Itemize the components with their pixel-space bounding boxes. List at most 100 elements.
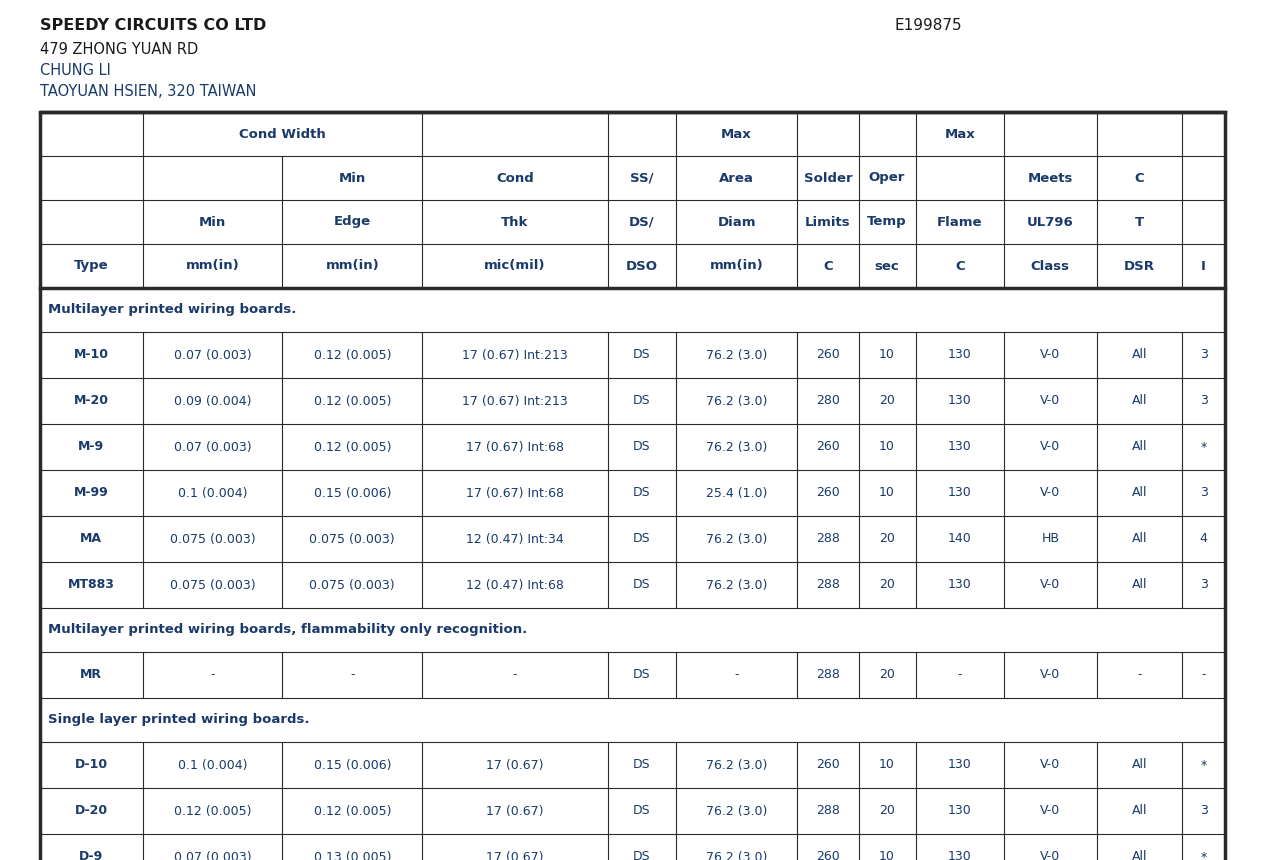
Text: 20: 20 xyxy=(879,804,894,818)
Text: 140: 140 xyxy=(947,532,972,545)
Text: C: C xyxy=(824,260,832,273)
Text: 0.09 (0.004): 0.09 (0.004) xyxy=(173,395,252,408)
Text: 260: 260 xyxy=(816,851,840,860)
Text: V-0: V-0 xyxy=(1040,440,1060,453)
Text: All: All xyxy=(1132,440,1147,453)
Text: 3: 3 xyxy=(1199,804,1208,818)
Text: 20: 20 xyxy=(879,532,894,545)
Text: C: C xyxy=(1135,171,1145,185)
Text: 4: 4 xyxy=(1199,532,1208,545)
Text: 12 (0.47) Int:34: 12 (0.47) Int:34 xyxy=(466,532,564,545)
Text: SPEEDY CIRCUITS CO LTD: SPEEDY CIRCUITS CO LTD xyxy=(40,18,267,33)
Text: mm(in): mm(in) xyxy=(710,260,764,273)
Text: E199875: E199875 xyxy=(896,18,963,33)
Text: 76.2 (3.0): 76.2 (3.0) xyxy=(706,440,768,453)
Text: All: All xyxy=(1132,395,1147,408)
Text: 0.12 (0.005): 0.12 (0.005) xyxy=(314,348,391,361)
Text: 17 (0.67): 17 (0.67) xyxy=(486,851,544,860)
Text: DS: DS xyxy=(632,579,650,592)
Text: 17 (0.67): 17 (0.67) xyxy=(486,759,544,771)
Text: DS/: DS/ xyxy=(629,216,654,229)
Text: V-0: V-0 xyxy=(1040,487,1060,500)
Text: D-10: D-10 xyxy=(75,759,108,771)
Text: Multilayer printed wiring boards.: Multilayer printed wiring boards. xyxy=(48,304,296,316)
Text: MT883: MT883 xyxy=(68,579,115,592)
Text: T: T xyxy=(1135,216,1144,229)
Text: 130: 130 xyxy=(947,395,972,408)
Bar xyxy=(40,112,1225,860)
Text: Min: Min xyxy=(199,216,226,229)
Text: 130: 130 xyxy=(947,348,972,361)
Text: All: All xyxy=(1132,532,1147,545)
Text: 3: 3 xyxy=(1199,579,1208,592)
Text: 288: 288 xyxy=(816,804,840,818)
Text: 20: 20 xyxy=(879,579,894,592)
Text: 25.4 (1.0): 25.4 (1.0) xyxy=(706,487,768,500)
Text: All: All xyxy=(1132,487,1147,500)
Text: Flame: Flame xyxy=(937,216,983,229)
Text: 76.2 (3.0): 76.2 (3.0) xyxy=(706,395,768,408)
Text: 0.075 (0.003): 0.075 (0.003) xyxy=(310,532,395,545)
Text: V-0: V-0 xyxy=(1040,579,1060,592)
Text: Cond: Cond xyxy=(496,171,534,185)
Text: 10: 10 xyxy=(879,440,894,453)
Text: 0.07 (0.003): 0.07 (0.003) xyxy=(173,348,252,361)
Text: 10: 10 xyxy=(879,487,894,500)
Text: All: All xyxy=(1132,804,1147,818)
Text: V-0: V-0 xyxy=(1040,348,1060,361)
Text: V-0: V-0 xyxy=(1040,851,1060,860)
Text: DS: DS xyxy=(632,395,650,408)
Text: -: - xyxy=(210,668,215,681)
Text: TAOYUAN HSIEN, 320 TAIWAN: TAOYUAN HSIEN, 320 TAIWAN xyxy=(40,84,257,99)
Text: DS: DS xyxy=(632,668,650,681)
Text: 17 (0.67) Int:68: 17 (0.67) Int:68 xyxy=(466,440,564,453)
Text: 76.2 (3.0): 76.2 (3.0) xyxy=(706,759,768,771)
Text: C: C xyxy=(955,260,965,273)
Text: -: - xyxy=(1202,668,1206,681)
Text: 76.2 (3.0): 76.2 (3.0) xyxy=(706,804,768,818)
Text: 288: 288 xyxy=(816,532,840,545)
Text: All: All xyxy=(1132,759,1147,771)
Text: Max: Max xyxy=(945,127,975,140)
Text: -: - xyxy=(512,668,517,681)
Text: 3: 3 xyxy=(1199,348,1208,361)
Text: 0.15 (0.006): 0.15 (0.006) xyxy=(314,759,391,771)
Text: V-0: V-0 xyxy=(1040,804,1060,818)
Text: MR: MR xyxy=(81,668,102,681)
Text: 288: 288 xyxy=(816,668,840,681)
Text: Multilayer printed wiring boards, flammability only recognition.: Multilayer printed wiring boards, flamma… xyxy=(48,624,528,636)
Text: D-9: D-9 xyxy=(80,851,104,860)
Text: Thk: Thk xyxy=(501,216,529,229)
Text: V-0: V-0 xyxy=(1040,759,1060,771)
Text: 0.075 (0.003): 0.075 (0.003) xyxy=(170,579,256,592)
Text: 76.2 (3.0): 76.2 (3.0) xyxy=(706,579,768,592)
Text: M-20: M-20 xyxy=(73,395,109,408)
Text: CHUNG LI: CHUNG LI xyxy=(40,63,111,78)
Text: *: * xyxy=(1200,851,1207,860)
Text: DSO: DSO xyxy=(626,260,658,273)
Text: 130: 130 xyxy=(947,487,972,500)
Text: 10: 10 xyxy=(879,759,894,771)
Text: All: All xyxy=(1132,579,1147,592)
Text: 17 (0.67) Int:68: 17 (0.67) Int:68 xyxy=(466,487,564,500)
Text: 0.07 (0.003): 0.07 (0.003) xyxy=(173,440,252,453)
Text: Area: Area xyxy=(720,171,754,185)
Text: 76.2 (3.0): 76.2 (3.0) xyxy=(706,851,768,860)
Text: Max: Max xyxy=(721,127,751,140)
Text: DS: DS xyxy=(632,804,650,818)
Text: DS: DS xyxy=(632,851,650,860)
Text: 0.12 (0.005): 0.12 (0.005) xyxy=(314,395,391,408)
Text: 130: 130 xyxy=(947,851,972,860)
Text: 280: 280 xyxy=(816,395,840,408)
Text: Edge: Edge xyxy=(334,216,371,229)
Text: Type: Type xyxy=(75,260,109,273)
Text: 260: 260 xyxy=(816,348,840,361)
Text: 3: 3 xyxy=(1199,487,1208,500)
Text: 17 (0.67) Int:213: 17 (0.67) Int:213 xyxy=(462,348,568,361)
Text: 260: 260 xyxy=(816,759,840,771)
Text: M-9: M-9 xyxy=(78,440,105,453)
Text: 130: 130 xyxy=(947,440,972,453)
Text: All: All xyxy=(1132,348,1147,361)
Text: 130: 130 xyxy=(947,759,972,771)
Text: M-99: M-99 xyxy=(73,487,109,500)
